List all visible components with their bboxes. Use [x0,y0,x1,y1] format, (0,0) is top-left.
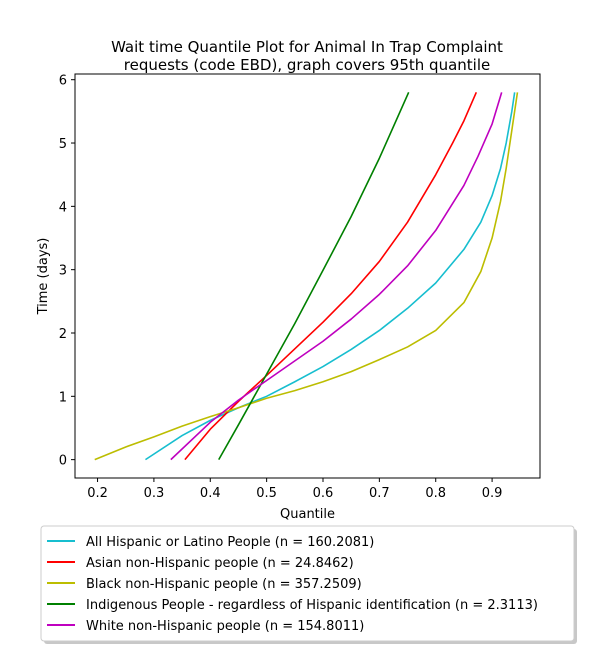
series-line [218,92,410,461]
legend-entry: Indigenous People - regardless of Hispan… [86,598,538,613]
x-axis-label: Quantile [280,507,335,522]
x-axis-ticks: 0.2 0.3 0.4 0.5 0.6 0.7 0.8 0.9 [87,478,502,501]
y-tick-label: 6 [59,74,67,89]
chart-title-line: Wait time Quantile Plot for Animal In Tr… [111,38,503,56]
legend-entry: White non-Hispanic people (n = 154.8011) [86,619,364,634]
x-tick-label: 0.7 [369,486,390,501]
legend-box [40,525,575,642]
x-tick-label: 0.2 [87,486,108,501]
y-tick-label: 1 [59,390,67,405]
plot-area [74,73,541,479]
x-tick-label: 0.6 [313,486,334,501]
y-tick-label: 4 [59,200,67,215]
y-tick-label: 0 [59,454,67,469]
chart-title-line: requests (code EBD), graph covers 95th q… [124,56,490,74]
legend: All Hispanic or Latino People (n = 160.2… [40,525,577,644]
x-tick-label: 0.9 [482,486,503,501]
y-tick-label: 3 [59,264,67,279]
x-tick-label: 0.5 [256,486,277,501]
x-tick-label: 0.8 [425,486,446,501]
legend-entry: Black non-Hispanic people (n = 357.2509) [86,577,362,592]
chart-title: Wait time Quantile Plot for Animal In Tr… [111,38,503,74]
legend-entry: All Hispanic or Latino People (n = 160.2… [86,535,374,550]
y-tick-label: 2 [59,327,67,342]
y-axis-ticks: 0 1 2 3 4 5 6 [59,74,75,469]
series-line [145,92,516,461]
x-tick-label: 0.3 [144,486,165,501]
y-axis-label: Time (days) [36,238,51,316]
y-tick-label: 5 [59,137,67,152]
legend-entry: Asian non-Hispanic people (n = 24.8462) [86,556,354,571]
x-tick-label: 0.4 [200,486,221,501]
series-line [94,92,519,461]
series-line [170,92,503,461]
series-line [184,92,478,461]
series-lines [94,92,519,461]
